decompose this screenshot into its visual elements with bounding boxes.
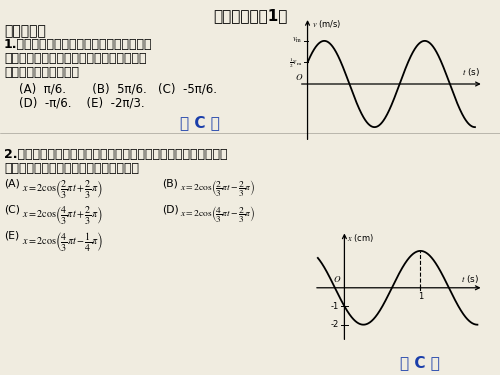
Text: $O$: $O$ [294,72,303,82]
Text: (A): (A) [4,178,20,188]
Text: $x = 2\cos\!\left(\dfrac{4}{3}\pi t-\dfrac{1}{4}\pi\right)$: $x = 2\cos\!\left(\dfrac{4}{3}\pi t-\dfr… [22,230,103,253]
Text: 曲线如图所示．若质点的振动规律用余弦函: 曲线如图所示．若质点的振动规律用余弦函 [4,52,146,65]
Text: $v$ (m/s): $v$ (m/s) [312,18,341,30]
Text: 1.一质点作简谐振动．其运动速度与时间的: 1.一质点作简谐振动．其运动速度与时间的 [4,38,152,51]
Text: -2: -2 [331,320,339,329]
Text: $x = 2\cos\!\left(\dfrac{2}{3}\pi t+\dfrac{2}{3}\pi\right)$: $x = 2\cos\!\left(\dfrac{2}{3}\pi t+\dfr… [22,178,102,200]
Text: (C): (C) [4,204,20,214]
Text: (B): (B) [162,178,178,188]
Text: $x = 2\cos\!\left(\dfrac{2}{3}\pi t-\dfrac{2}{3}\pi\right)$: $x = 2\cos\!\left(\dfrac{2}{3}\pi t-\dfr… [180,178,255,198]
Text: -1: -1 [331,302,339,311]
Text: ［ C ］: ［ C ］ [180,115,220,130]
Text: $O$: $O$ [333,274,342,285]
Text: 数描述，则其初相应为: 数描述，则其初相应为 [4,66,79,79]
Text: $t$ (s): $t$ (s) [462,273,479,285]
Text: $x$ (cm): $x$ (cm) [348,231,374,243]
Text: $x = 2\cos\!\left(\dfrac{4}{3}\pi t+\dfrac{2}{3}\pi\right)$: $x = 2\cos\!\left(\dfrac{4}{3}\pi t+\dfr… [22,204,102,226]
Text: 一、选择题: 一、选择题 [4,24,46,38]
Text: $v_{\rm m}$: $v_{\rm m}$ [292,36,302,45]
Text: (D): (D) [162,204,179,214]
Text: 标准化作业（1）: 标准化作业（1） [213,8,287,23]
Text: $x = 2\cos\!\left(\dfrac{4}{3}\pi t-\dfrac{2}{3}\pi\right)$: $x = 2\cos\!\left(\dfrac{4}{3}\pi t-\dfr… [180,204,255,224]
Text: (A)  π/6.       (B)  5π/6.   (C)  -5π/6.: (A) π/6. (B) 5π/6. (C) -5π/6. [4,83,217,96]
Text: 1: 1 [418,292,423,301]
Text: (D)  -π/6.    (E)  -2π/3.: (D) -π/6. (E) -2π/3. [4,97,144,110]
Text: ［ C ］: ［ C ］ [400,355,440,370]
Text: $\frac{1}{2}v_{\rm m}$: $\frac{1}{2}v_{\rm m}$ [289,55,302,70]
Text: 单位为秒．则此简谐振动的振动方程为：: 单位为秒．则此简谐振动的振动方程为： [4,162,139,175]
Text: 2.已知某简谐振动的振动曲线如图所示，位移的单位为厘米，时间: 2.已知某简谐振动的振动曲线如图所示，位移的单位为厘米，时间 [4,148,228,161]
Text: $t$ (s): $t$ (s) [462,66,480,78]
Text: (E): (E) [4,230,19,240]
